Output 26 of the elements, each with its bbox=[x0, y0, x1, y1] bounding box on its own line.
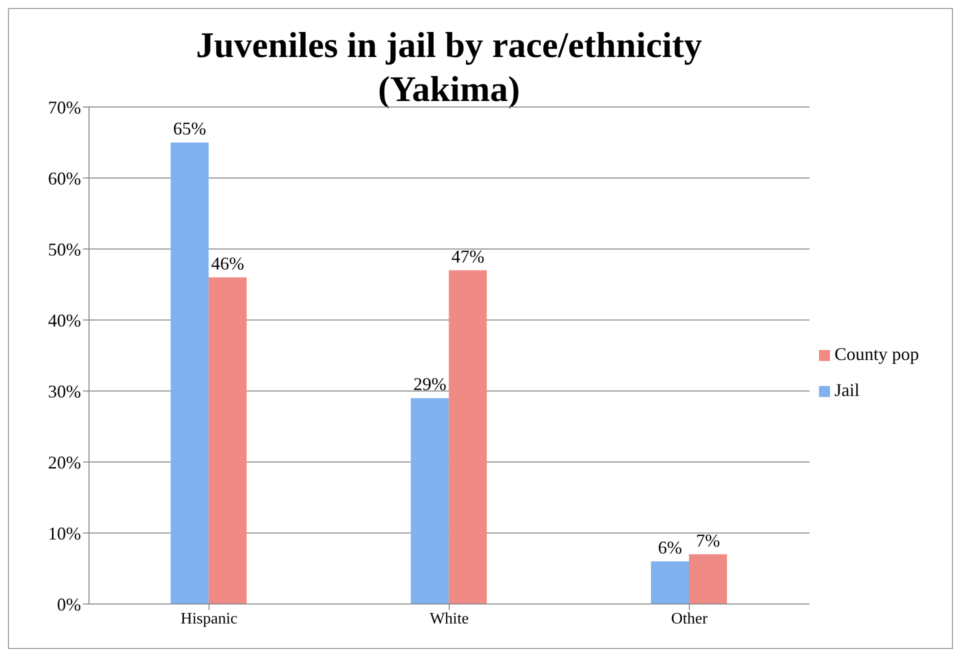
data-label: 47% bbox=[451, 246, 484, 266]
x-tick-label: White bbox=[430, 610, 469, 628]
y-tick-label: 40% bbox=[48, 310, 81, 330]
y-tick-label: 10% bbox=[48, 523, 81, 544]
x-tick-label: Hispanic bbox=[180, 610, 238, 628]
y-tick-label: 50% bbox=[48, 239, 81, 260]
y-tick-label: 20% bbox=[48, 452, 81, 472]
data-label: 65% bbox=[173, 118, 206, 138]
data-label: 6% bbox=[658, 537, 682, 558]
bar bbox=[650, 561, 689, 604]
x-tick-label: Other bbox=[671, 610, 708, 628]
bar bbox=[448, 270, 487, 604]
y-tick-label: 60% bbox=[48, 168, 81, 188]
data-label: 29% bbox=[413, 374, 446, 394]
y-tick-label: 30% bbox=[48, 381, 81, 402]
legend-label: Jail bbox=[834, 380, 860, 400]
y-tick-label: 70% bbox=[48, 97, 81, 118]
bar bbox=[170, 142, 209, 604]
chart-title: Juveniles in jail by race/ethnicity (Yakima) bbox=[195, 24, 703, 111]
data-label: 46% bbox=[211, 253, 244, 274]
bar bbox=[208, 277, 247, 604]
data-label: 7% bbox=[696, 530, 720, 550]
y-tick-label: 0% bbox=[57, 594, 81, 614]
bar bbox=[688, 554, 727, 604]
legend-label: County pop bbox=[834, 344, 919, 364]
bar bbox=[410, 398, 449, 604]
